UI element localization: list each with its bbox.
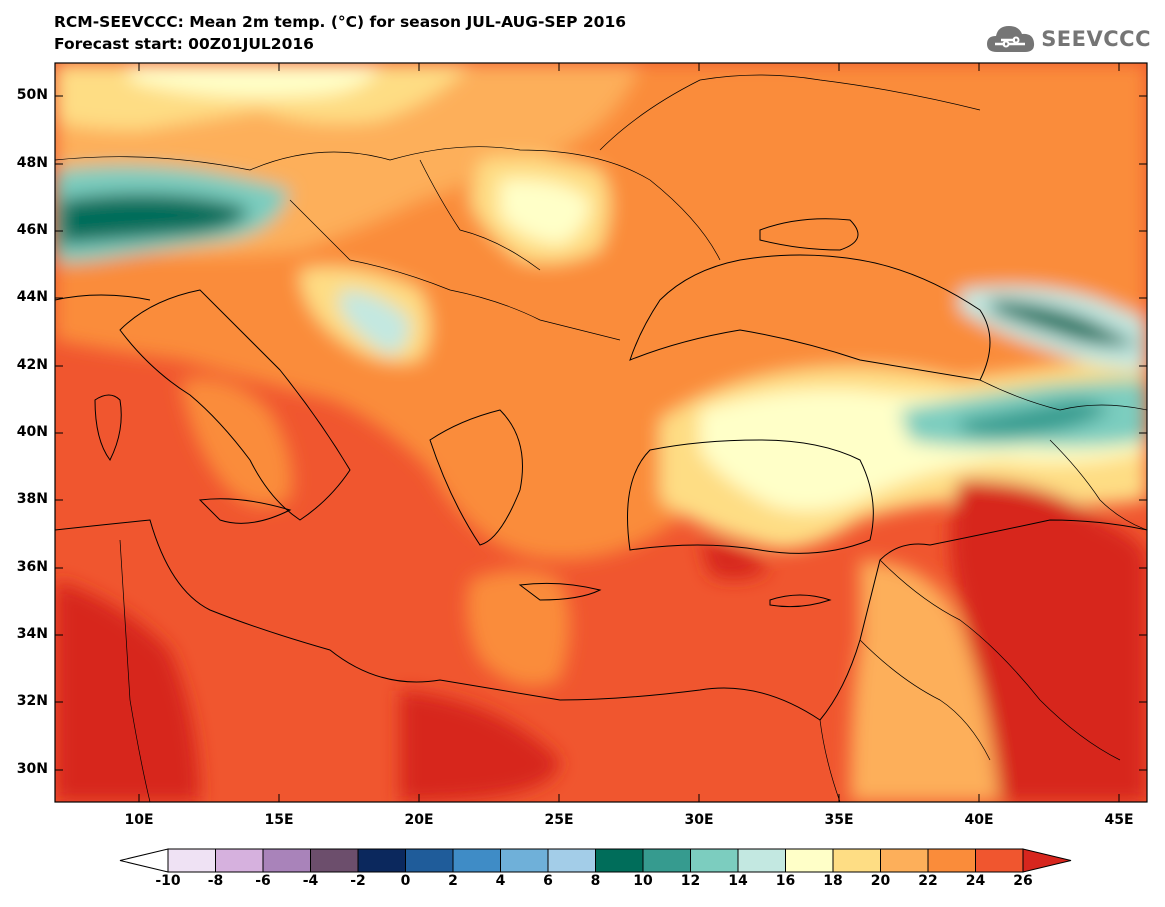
logo-text: SEEVCCC bbox=[1041, 27, 1151, 51]
colorbar-arrow-left bbox=[119, 848, 169, 873]
lat-label: 46N bbox=[16, 222, 48, 238]
colorbar-label: 8 bbox=[590, 873, 601, 889]
colorbar-label: 16 bbox=[775, 873, 796, 889]
colorbar-label: 18 bbox=[823, 873, 843, 889]
lat-label: 38N bbox=[16, 491, 48, 507]
colorbar-cell bbox=[642, 848, 691, 873]
lon-tick-marks bbox=[138, 63, 1120, 802]
lon-label: 10E bbox=[124, 812, 154, 828]
colorbar-label: 0 bbox=[400, 873, 411, 889]
colorbar-label: 12 bbox=[680, 873, 701, 889]
forecast-start-subtitle: Forecast start: 00Z01JUL2016 bbox=[54, 35, 314, 53]
colorbar-cell bbox=[927, 848, 976, 873]
lon-label: 20E bbox=[404, 812, 434, 828]
colorbar-cell bbox=[832, 848, 881, 873]
lon-label: 35E bbox=[824, 812, 854, 828]
cloud-icon bbox=[987, 26, 1035, 52]
seevccc-logo: SEEVCCC bbox=[985, 22, 1151, 56]
colorbar-cell bbox=[262, 848, 311, 873]
colorbar-cell bbox=[975, 848, 1024, 873]
lat-label: 30N bbox=[16, 761, 48, 777]
colorbar-label: 24 bbox=[965, 873, 986, 889]
colorbar-cell bbox=[690, 848, 739, 873]
colorbar-label: 10 bbox=[633, 873, 653, 889]
lat-label: 48N bbox=[16, 155, 48, 171]
lon-label: 40E bbox=[964, 812, 994, 828]
colorbar-arrow-right bbox=[1022, 848, 1072, 873]
country-borders bbox=[55, 74, 1147, 802]
colorbar-label: -8 bbox=[207, 873, 224, 889]
temperature-field bbox=[55, 63, 1147, 802]
colorbar-cell bbox=[452, 848, 501, 873]
colorbar-label: 14 bbox=[728, 873, 748, 889]
colorbar-cell bbox=[167, 848, 216, 873]
colorbar-label: 20 bbox=[870, 873, 891, 889]
colorbar-label: 26 bbox=[1013, 873, 1033, 889]
colorbar-cell bbox=[595, 848, 644, 873]
lon-label: 45E bbox=[1104, 812, 1134, 828]
lon-label: 30E bbox=[684, 812, 714, 828]
lat-tick-marks bbox=[55, 95, 1147, 771]
colorbar-cell bbox=[547, 848, 596, 873]
lat-label: 44N bbox=[16, 289, 48, 305]
lon-label: 25E bbox=[544, 812, 574, 828]
colorbar-label: -6 bbox=[255, 873, 271, 889]
colorbar-label: -2 bbox=[350, 873, 366, 889]
lat-label: 34N bbox=[16, 626, 48, 642]
colorbar-cell bbox=[500, 848, 549, 873]
colorbar-cell bbox=[880, 848, 929, 873]
colorbar-label: 4 bbox=[495, 873, 506, 889]
colorbar-label: -4 bbox=[302, 873, 319, 889]
lat-label: 42N bbox=[16, 357, 48, 373]
lat-label: 32N bbox=[16, 693, 48, 709]
colorbar-label: 6 bbox=[543, 873, 553, 889]
colorbar-cell bbox=[357, 848, 406, 873]
colorbar-cell bbox=[215, 848, 264, 873]
colorbar-cell bbox=[310, 848, 359, 873]
lon-label: 15E bbox=[264, 812, 294, 828]
lat-label: 50N bbox=[16, 87, 48, 103]
lat-label: 40N bbox=[16, 424, 48, 440]
chart-title: RCM-SEEVCCC: Mean 2m temp. (°C) for seas… bbox=[54, 13, 627, 31]
colorbar-label: -10 bbox=[155, 873, 181, 889]
colorbar-label: 22 bbox=[918, 873, 938, 889]
colorbar-label: 2 bbox=[448, 873, 458, 889]
colorbar-cell bbox=[785, 848, 834, 873]
colorbar-cell bbox=[405, 848, 454, 873]
coastlines bbox=[55, 218, 1147, 721]
lat-label: 36N bbox=[16, 559, 48, 575]
colorbar-cell bbox=[737, 848, 786, 873]
